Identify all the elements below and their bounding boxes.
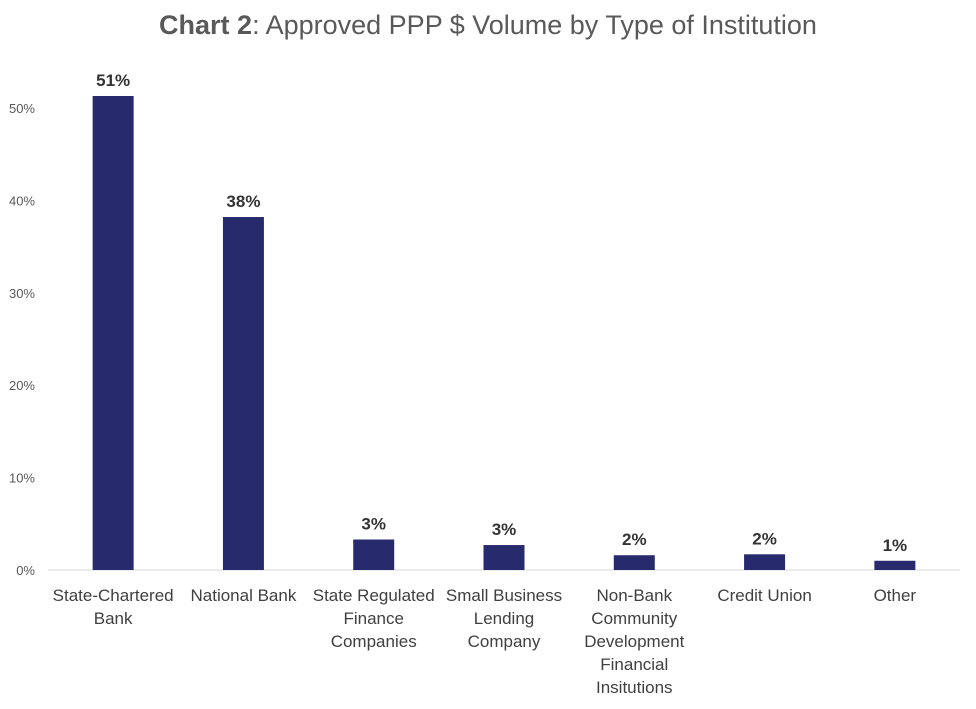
y-axis: 0% 10% 20% 30% 40% 50% — [9, 101, 35, 578]
data-label: 2% — [622, 530, 647, 549]
bar — [483, 545, 525, 570]
y-tick-label: 10% — [9, 471, 35, 486]
bar — [874, 560, 916, 570]
x-tick-label: State Regulated Finance Companies — [313, 586, 435, 651]
data-labels: 51% 38% 3% 3% 2% 2% 1% — [96, 71, 907, 555]
x-tick-label: Credit Union — [717, 586, 812, 605]
data-label: 38% — [226, 192, 260, 211]
data-label: 1% — [883, 536, 908, 555]
bar — [613, 555, 655, 570]
x-tick-label: Non-Bank Community Development Financial Ins… — [584, 586, 684, 697]
x-axis: State-Chartered Bank National Bank State Re… — [53, 586, 917, 697]
y-tick-label: 20% — [9, 378, 35, 393]
data-label: 3% — [361, 515, 386, 534]
bars — [92, 95, 916, 571]
chart-title: Chart 2: Approved PPP $ Volume by Type o… — [0, 10, 976, 41]
x-tick-label: National Bank — [191, 586, 297, 605]
x-tick-label: State-Chartered Bank — [53, 586, 174, 628]
y-tick-label: 40% — [9, 193, 35, 208]
x-tick-label: Other — [874, 586, 917, 605]
y-tick-label: 30% — [9, 286, 35, 301]
bar — [222, 217, 264, 571]
bar — [353, 539, 395, 570]
bar — [744, 554, 786, 570]
data-label: 2% — [752, 529, 777, 548]
chart-title-prefix: Chart 2 — [159, 10, 253, 40]
data-label: 3% — [492, 520, 517, 539]
x-tick-label: Small Business Lending Company — [446, 586, 562, 651]
data-label: 51% — [96, 71, 130, 90]
chart-title-rest: : Approved PPP $ Volume by Type of Insti… — [252, 10, 817, 40]
bar — [92, 95, 134, 570]
y-tick-label: 0% — [16, 563, 35, 578]
y-tick-label: 50% — [9, 101, 35, 116]
